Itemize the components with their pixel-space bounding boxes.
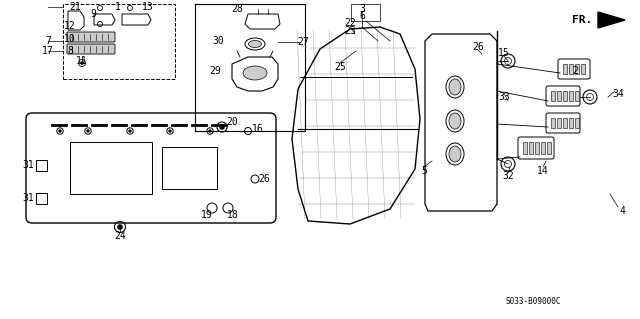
Bar (523, 142, 527, 154)
Ellipse shape (248, 41, 262, 48)
Text: 27: 27 (297, 37, 309, 47)
Text: 34: 34 (612, 89, 624, 99)
Text: 14: 14 (537, 166, 549, 176)
Text: 3: 3 (359, 4, 365, 14)
Text: 31: 31 (22, 160, 34, 170)
FancyBboxPatch shape (67, 44, 115, 54)
Text: 21: 21 (69, 2, 81, 12)
Ellipse shape (243, 66, 267, 80)
Bar (36, 160, 47, 171)
Bar (563, 64, 567, 74)
Bar (557, 91, 561, 101)
FancyBboxPatch shape (67, 32, 115, 42)
Text: 8: 8 (67, 46, 73, 56)
Text: 31: 31 (22, 193, 34, 203)
Bar (563, 91, 567, 101)
Text: 20: 20 (226, 117, 238, 127)
Bar (36, 193, 47, 204)
Bar (581, 64, 585, 74)
Ellipse shape (449, 146, 461, 162)
Bar (569, 64, 573, 74)
Text: 16: 16 (252, 124, 264, 134)
Bar (575, 64, 579, 74)
Ellipse shape (449, 79, 461, 95)
Text: 5: 5 (421, 166, 427, 176)
Text: 30: 30 (212, 36, 224, 46)
Bar (551, 118, 555, 128)
Bar (547, 142, 551, 154)
Circle shape (118, 225, 122, 229)
Text: 22: 22 (344, 18, 356, 28)
Text: 33: 33 (498, 92, 510, 102)
Bar (535, 142, 539, 154)
Text: 26: 26 (472, 42, 484, 52)
Text: 29: 29 (209, 66, 221, 76)
Bar (162, 147, 217, 189)
Bar (541, 142, 545, 154)
Text: FR.: FR. (572, 15, 592, 25)
Circle shape (129, 130, 131, 132)
Bar (575, 91, 579, 101)
Text: 7: 7 (45, 36, 51, 46)
Text: 13: 13 (142, 2, 154, 12)
Bar (529, 142, 533, 154)
Circle shape (86, 130, 90, 132)
Bar (569, 91, 573, 101)
Bar (575, 118, 579, 128)
Text: 23: 23 (344, 26, 356, 36)
Bar (557, 118, 561, 128)
Circle shape (81, 62, 83, 64)
Text: 17: 17 (42, 46, 54, 56)
Text: 2: 2 (572, 66, 578, 76)
Text: 11: 11 (76, 56, 88, 66)
Circle shape (59, 130, 61, 132)
Text: 32: 32 (502, 171, 514, 181)
Circle shape (169, 130, 172, 132)
Text: 1: 1 (115, 2, 121, 12)
Bar (551, 91, 555, 101)
Bar (563, 118, 567, 128)
Text: 9: 9 (90, 9, 96, 19)
Text: 18: 18 (227, 210, 239, 220)
Bar (569, 118, 573, 128)
Ellipse shape (449, 113, 461, 129)
Text: 6: 6 (359, 11, 365, 21)
Text: 10: 10 (64, 34, 76, 44)
Text: 24: 24 (114, 231, 126, 241)
Bar (70, 142, 152, 194)
Circle shape (209, 130, 211, 132)
Text: 26: 26 (258, 174, 270, 184)
Text: 19: 19 (201, 210, 213, 220)
Text: 4: 4 (619, 206, 625, 216)
Text: 28: 28 (231, 4, 243, 14)
Circle shape (220, 124, 225, 130)
Text: 25: 25 (334, 62, 346, 72)
Text: 15: 15 (498, 48, 510, 58)
Text: 12: 12 (64, 21, 76, 31)
Polygon shape (598, 12, 625, 28)
Text: S033-B09000C: S033-B09000C (505, 296, 561, 306)
